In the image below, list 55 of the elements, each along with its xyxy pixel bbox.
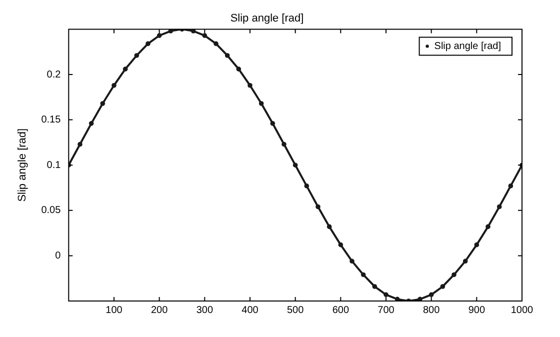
x-tick-label: 800 xyxy=(422,304,440,316)
x-tick-label: 900 xyxy=(468,304,486,316)
x-tick-label: 700 xyxy=(378,304,395,316)
point xyxy=(190,29,196,34)
point xyxy=(292,162,298,168)
point xyxy=(168,29,174,34)
x-tick-label: 300 xyxy=(196,304,214,316)
x-tick-label: 400 xyxy=(242,304,259,316)
point xyxy=(428,292,434,298)
point xyxy=(112,82,116,88)
x-tick-label: 200 xyxy=(150,304,168,316)
point xyxy=(508,184,514,188)
point xyxy=(474,242,480,248)
point xyxy=(304,184,310,188)
point xyxy=(202,33,208,38)
x-tick-label: 1000 xyxy=(510,304,534,316)
point xyxy=(134,53,140,58)
point xyxy=(384,292,388,298)
point xyxy=(78,142,82,147)
point xyxy=(452,272,456,278)
point xyxy=(270,121,276,126)
point xyxy=(394,296,400,301)
point xyxy=(236,66,242,72)
point xyxy=(486,224,490,230)
point xyxy=(224,53,230,58)
point xyxy=(372,284,378,289)
point xyxy=(248,82,252,88)
point xyxy=(440,284,446,289)
x-tick-label: 500 xyxy=(286,304,304,316)
y-axis-title: Slip angle [rad] xyxy=(16,128,29,202)
point xyxy=(156,33,162,38)
chart-title: Slip angle [rad] xyxy=(230,12,304,25)
x-tick-label: 100 xyxy=(106,304,123,316)
point xyxy=(258,101,264,106)
point xyxy=(350,258,354,264)
point xyxy=(214,41,218,46)
legend-label: Slip angle [rad] xyxy=(434,40,502,52)
point xyxy=(360,272,366,278)
y-tick-label: 0 xyxy=(55,250,62,262)
point xyxy=(496,204,502,210)
point xyxy=(338,242,344,248)
point xyxy=(100,101,106,106)
point xyxy=(282,142,286,147)
y-tick-label: 0.2 xyxy=(46,69,62,80)
point xyxy=(326,224,332,230)
point xyxy=(122,66,128,72)
point xyxy=(462,258,468,264)
point xyxy=(418,296,422,301)
y-tick-label: 0.05 xyxy=(41,205,62,216)
point xyxy=(316,204,320,210)
point xyxy=(88,121,94,126)
point xyxy=(146,41,150,46)
y-tick-label: 0.1 xyxy=(46,160,62,171)
x-tick-label: 600 xyxy=(332,304,350,316)
y-tick-label: 0.15 xyxy=(41,114,62,126)
